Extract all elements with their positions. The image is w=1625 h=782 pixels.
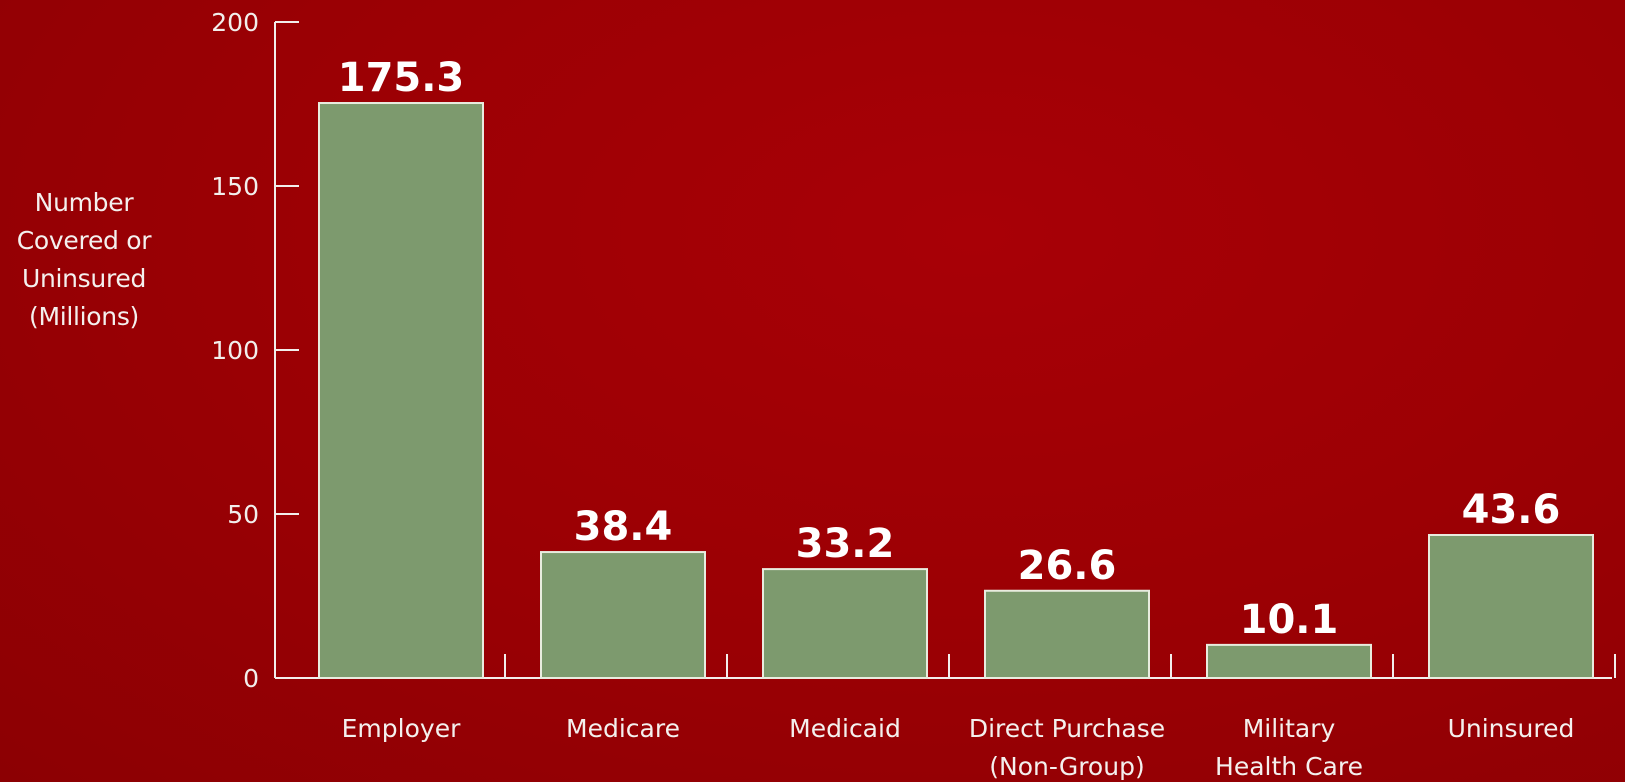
bar-value-label: 43.6 [1462, 487, 1561, 533]
bar [318, 102, 484, 680]
bar-value-label: 10.1 [1240, 597, 1339, 643]
y-tick-label: 150 [211, 172, 259, 201]
y-axis-label-line: (Millions) [28, 302, 140, 331]
bar-value-label: 175.3 [338, 55, 465, 101]
y-axis-label-line: Number [34, 188, 134, 217]
y-tick-label: 100 [211, 336, 259, 365]
y-axis-label: Number Covered or Uninsured (Millions) [0, 184, 168, 336]
bar [1428, 533, 1594, 679]
x-category-label: Medicare [566, 714, 680, 743]
x-category-label: Medicaid [789, 714, 901, 743]
y-tick-label: 200 [211, 8, 259, 37]
bar-value-label: 33.2 [796, 521, 895, 567]
y-tick-label: 50 [227, 500, 259, 529]
y-axis-label-line: Covered or [16, 226, 152, 255]
bar-value-label: 38.4 [574, 504, 673, 550]
bar [984, 589, 1150, 680]
x-category-label: Health Care [1215, 752, 1363, 781]
x-category-label: Employer [342, 714, 461, 743]
y-axis-label-line: Uninsured [21, 264, 147, 293]
bar [1206, 643, 1372, 680]
x-category-label: Military [1243, 714, 1336, 743]
x-category-label: Uninsured [1448, 714, 1575, 743]
x-category-label: Direct Purchase [969, 714, 1165, 743]
x-category-label: (Non-Group) [989, 752, 1144, 781]
y-tick-label: 0 [243, 664, 259, 693]
bar [762, 568, 928, 679]
bar-value-label: 26.6 [1018, 543, 1117, 589]
bar [540, 551, 706, 679]
